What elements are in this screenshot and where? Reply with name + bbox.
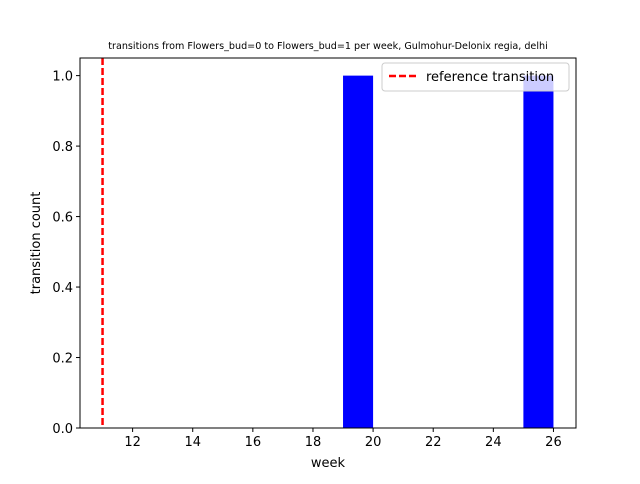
x-axis-label: week [311, 456, 346, 471]
x-tick-label-18: 18 [305, 435, 322, 450]
bar-0 [343, 75, 374, 428]
x-axis-ticks: 12 14 16 18 20 22 24 26 [124, 428, 562, 450]
y-axis-label: transition count [29, 192, 44, 295]
chart-title: transitions from Flowers_bud=0 to Flower… [108, 41, 548, 52]
y-axis-ticks: 0.0 0.2 0.4 0.6 0.8 1.0 [52, 70, 80, 437]
y-tick-label-0: 0.0 [52, 422, 73, 437]
x-tick-label-22: 22 [425, 435, 442, 450]
axes-frame [79, 57, 577, 429]
x-tick-label-20: 20 [365, 435, 382, 450]
y-tick-label-5: 1.0 [52, 70, 73, 85]
bar-1 [523, 75, 554, 428]
y-tick-label-3: 0.6 [52, 211, 73, 226]
x-tick-label-24: 24 [485, 435, 502, 450]
x-tick-label-12: 12 [124, 435, 141, 450]
y-tick-label-1: 0.2 [52, 352, 73, 367]
legend-box [381, 62, 570, 92]
legend: reference transition [381, 62, 570, 92]
y-tick-label-4: 0.8 [52, 140, 73, 155]
bars-group [343, 75, 554, 428]
x-tick-label-26: 26 [545, 435, 562, 450]
x-tick-label-16: 16 [245, 435, 262, 450]
y-tick-label-2: 0.4 [52, 281, 73, 296]
x-tick-label-14: 14 [184, 435, 201, 450]
legend-reference-label: reference transition [426, 70, 554, 85]
plot-area [79, 57, 577, 429]
